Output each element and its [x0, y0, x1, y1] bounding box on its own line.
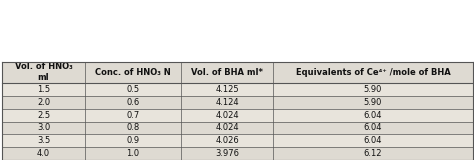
Text: Vol. of HNO₃
ml: Vol. of HNO₃ ml — [15, 62, 73, 82]
Bar — [2, 83, 85, 96]
Text: 5.90: 5.90 — [364, 98, 382, 107]
Text: 4.024: 4.024 — [215, 111, 239, 120]
Text: Vol. of BHA ml*: Vol. of BHA ml* — [191, 68, 263, 77]
Text: 0.8: 0.8 — [127, 124, 140, 132]
Text: 5.90: 5.90 — [364, 85, 382, 94]
Text: Conc. of HNO₃ N: Conc. of HNO₃ N — [95, 68, 171, 77]
Text: 0.6: 0.6 — [127, 98, 140, 107]
Bar — [273, 109, 473, 122]
Text: 1.5: 1.5 — [37, 85, 50, 94]
Bar — [273, 134, 473, 147]
Bar — [85, 147, 181, 160]
Text: 4.026: 4.026 — [215, 136, 239, 145]
Text: 2.0: 2.0 — [37, 98, 50, 107]
Bar — [181, 122, 273, 134]
Bar — [181, 109, 273, 122]
Text: 6.04: 6.04 — [364, 111, 383, 120]
Text: 1.0: 1.0 — [127, 149, 139, 158]
Text: Equivalents of Ce⁴⁺ /mole of BHA: Equivalents of Ce⁴⁺ /mole of BHA — [296, 68, 450, 77]
Text: 0.9: 0.9 — [127, 136, 139, 145]
Bar — [2, 134, 85, 147]
Bar — [273, 147, 473, 160]
Bar — [2, 96, 85, 109]
Bar — [273, 122, 473, 134]
Text: 4.0: 4.0 — [37, 149, 50, 158]
Bar — [2, 62, 85, 83]
Bar — [85, 122, 181, 134]
Bar — [85, 62, 181, 83]
Text: 4.024: 4.024 — [215, 124, 239, 132]
Text: 6.04: 6.04 — [364, 136, 383, 145]
Text: 6.04: 6.04 — [364, 124, 383, 132]
Bar — [2, 147, 85, 160]
Bar — [181, 147, 273, 160]
Bar — [181, 134, 273, 147]
Text: 0.5: 0.5 — [127, 85, 139, 94]
Bar — [85, 109, 181, 122]
Text: 4.124: 4.124 — [215, 98, 239, 107]
Text: 4.125: 4.125 — [215, 85, 239, 94]
Text: 0.7: 0.7 — [127, 111, 140, 120]
Bar — [2, 122, 85, 134]
Text: 3.5: 3.5 — [37, 136, 50, 145]
Bar — [181, 62, 273, 83]
Text: 6.12: 6.12 — [364, 149, 383, 158]
Text: 3.976: 3.976 — [215, 149, 239, 158]
Bar — [85, 134, 181, 147]
Bar — [181, 83, 273, 96]
Bar — [273, 96, 473, 109]
Bar — [273, 62, 473, 83]
Bar — [273, 83, 473, 96]
Bar — [2, 62, 473, 160]
Bar — [85, 96, 181, 109]
Bar — [85, 83, 181, 96]
Bar — [181, 96, 273, 109]
Bar — [2, 109, 85, 122]
Text: 2.5: 2.5 — [37, 111, 50, 120]
Text: 3.0: 3.0 — [37, 124, 50, 132]
